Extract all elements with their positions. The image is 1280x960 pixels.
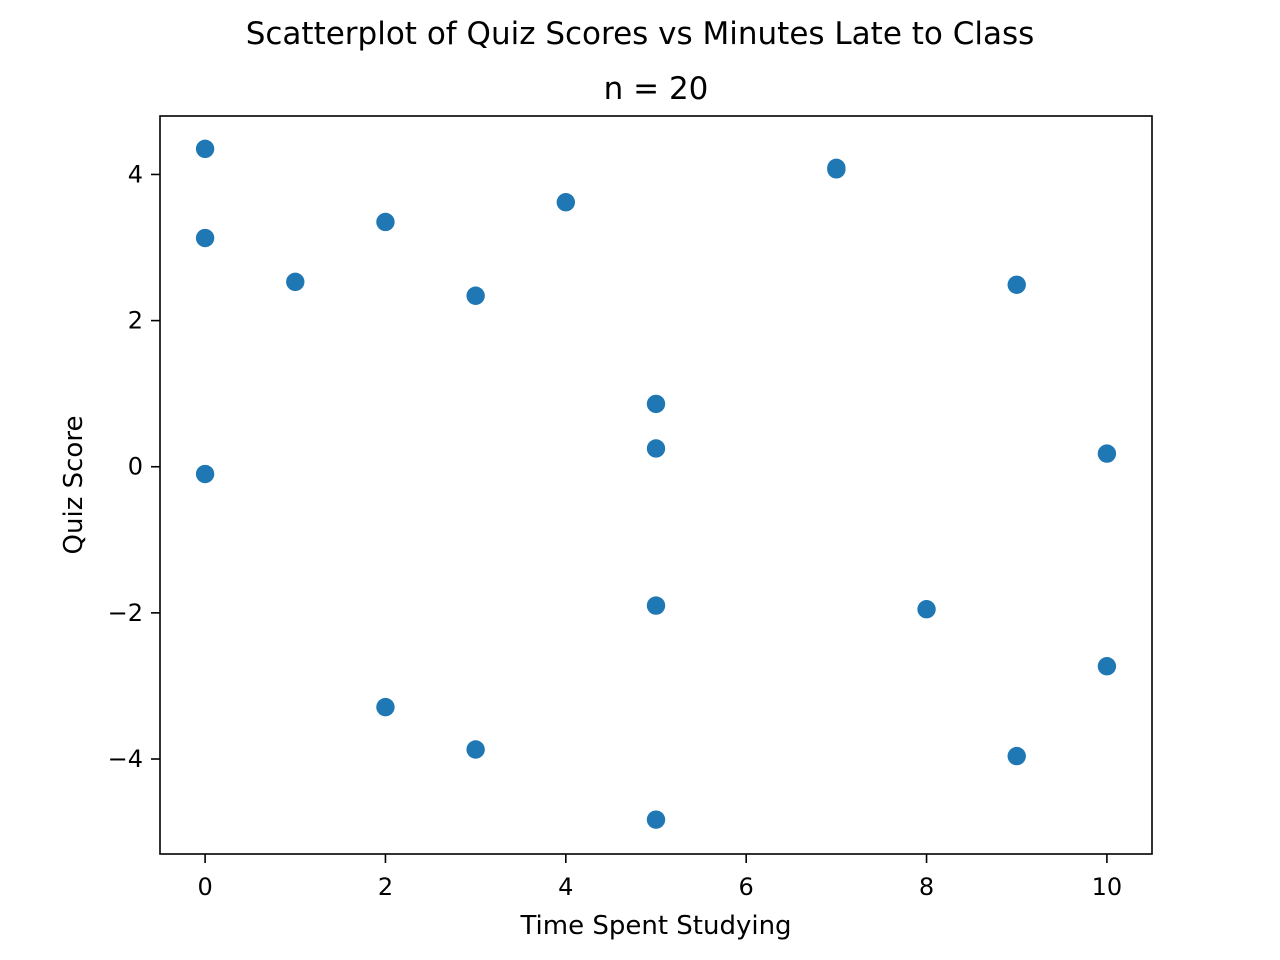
x-tick-label: 8 — [919, 873, 934, 901]
x-tick-label: 10 — [1092, 873, 1123, 901]
y-axis-label: Quiz Score — [59, 416, 89, 555]
data-point — [466, 740, 485, 759]
y-tick-label: 0 — [128, 453, 143, 481]
x-tick-label: 0 — [197, 873, 212, 901]
data-point — [1097, 657, 1117, 676]
data-point — [286, 272, 305, 292]
plot-area-frame — [159, 115, 1153, 855]
data-point — [1007, 746, 1026, 766]
y-axis-ticks: −4 −2 0 2 4 — [108, 160, 160, 773]
data-point — [195, 464, 215, 484]
data-point — [646, 439, 666, 458]
data-point — [646, 810, 666, 829]
chart-subtitle: n = 20 — [604, 71, 709, 107]
data-point — [1097, 444, 1117, 463]
data-point — [556, 193, 576, 212]
data-point — [376, 697, 395, 717]
y-tick-label: −2 — [108, 599, 143, 627]
data-point — [827, 160, 846, 179]
data-point — [195, 228, 215, 248]
chart-title: Scatterplot of Quiz Scores vs Minutes La… — [246, 16, 1035, 52]
data-point — [646, 596, 666, 615]
y-tick-label: 4 — [128, 160, 143, 188]
x-tick-label: 4 — [558, 873, 573, 901]
data-point — [646, 394, 666, 414]
x-tick-label: 2 — [378, 873, 393, 901]
data-point — [1007, 275, 1026, 294]
data-point — [917, 600, 936, 619]
data-point — [376, 212, 395, 232]
data-points — [195, 139, 1117, 829]
y-tick-label: 2 — [128, 307, 143, 335]
data-point — [466, 286, 485, 305]
x-axis-ticks: 0 2 4 6 8 10 — [197, 854, 1122, 901]
y-tick-label: −4 — [108, 745, 143, 773]
data-point — [195, 139, 215, 159]
x-tick-label: 6 — [739, 873, 754, 901]
x-axis-label: Time Spent Studying — [519, 911, 791, 941]
